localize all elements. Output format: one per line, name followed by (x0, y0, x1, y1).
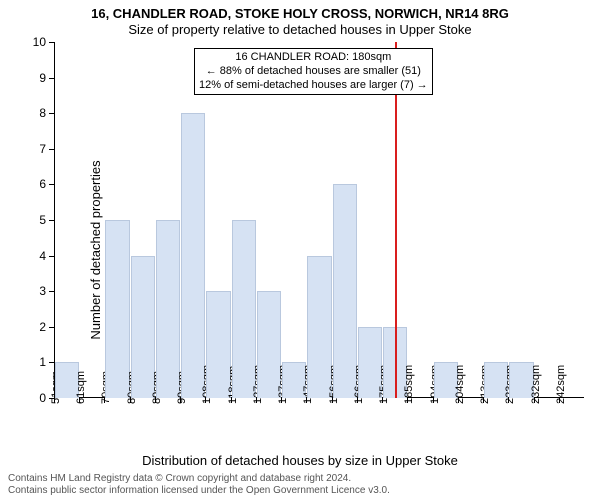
x-tick-mark (231, 398, 232, 403)
histogram-bar (181, 113, 205, 398)
x-tick-mark (382, 398, 383, 403)
x-tick-mark (306, 398, 307, 403)
x-tick-mark (332, 398, 333, 403)
x-tick-mark (155, 398, 156, 403)
chart-title-line2: Size of property relative to detached ho… (0, 22, 600, 37)
property-marker-line (395, 42, 397, 398)
chart-title-line1: 16, CHANDLER ROAD, STOKE HOLY CROSS, NOR… (0, 6, 600, 21)
x-tick-mark (130, 398, 131, 403)
y-tick-mark (49, 149, 54, 150)
y-tick-mark (49, 42, 54, 43)
y-tick-mark (49, 327, 54, 328)
x-tick-mark (433, 398, 434, 403)
x-tick-mark (180, 398, 181, 403)
x-tick-mark (205, 398, 206, 403)
x-tick-label: 185sqm (403, 365, 415, 404)
annotation-box: 16 CHANDLER ROAD: 180sqm← 88% of detache… (194, 48, 433, 95)
y-axis-line (54, 42, 55, 398)
plot-area: 01234567891051sqm61sqm70sqm80sqm89sqm99s… (54, 42, 584, 398)
y-tick-mark (49, 184, 54, 185)
x-tick-mark (508, 398, 509, 403)
x-tick-mark (281, 398, 282, 403)
x-tick-mark (559, 398, 560, 403)
x-tick-label: 242sqm (555, 365, 567, 404)
annotation-line3: 12% of semi-detached houses are larger (… (199, 79, 428, 93)
footer-line2: Contains public sector information licen… (8, 485, 390, 496)
y-tick-mark (49, 78, 54, 79)
x-tick-mark (458, 398, 459, 403)
y-tick-mark (49, 113, 54, 114)
x-tick-mark (534, 398, 535, 403)
x-tick-label: 61sqm (75, 371, 87, 404)
x-tick-mark (104, 398, 105, 403)
x-tick-label: 204sqm (454, 365, 466, 404)
footer-line1: Contains HM Land Registry data © Crown c… (8, 473, 351, 484)
y-tick-mark (49, 256, 54, 257)
chart-container: 16, CHANDLER ROAD, STOKE HOLY CROSS, NOR… (0, 0, 600, 500)
x-tick-mark (407, 398, 408, 403)
x-tick-label: 232sqm (530, 365, 542, 404)
x-tick-mark (79, 398, 80, 403)
annotation-line2: ← 88% of detached houses are smaller (51… (199, 65, 428, 79)
y-tick-mark (49, 291, 54, 292)
y-tick-mark (49, 362, 54, 363)
annotation-line1: 16 CHANDLER ROAD: 180sqm (199, 51, 428, 65)
y-tick-mark (49, 220, 54, 221)
x-axis-label: Distribution of detached houses by size … (0, 453, 600, 468)
x-tick-mark (256, 398, 257, 403)
x-tick-mark (54, 398, 55, 403)
x-tick-mark (357, 398, 358, 403)
x-tick-mark (483, 398, 484, 403)
